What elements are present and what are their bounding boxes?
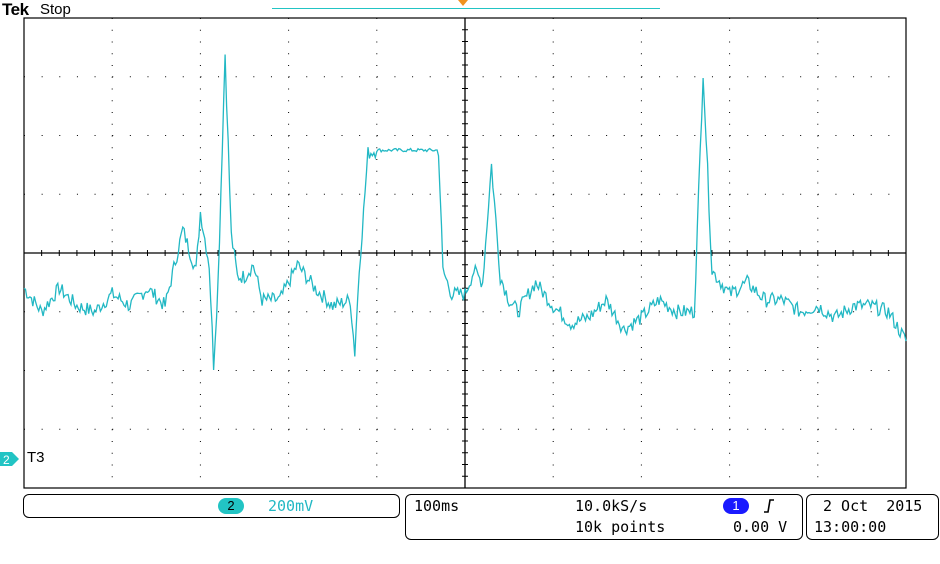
horizontal-readout-box[interactable]	[405, 494, 803, 540]
rising-edge-icon	[764, 499, 774, 513]
brand-logo: Tek	[2, 0, 29, 19]
channel-2-waveform	[23, 54, 907, 371]
channel-2-scale: 200mV	[268, 497, 314, 515]
trigger-level-readout: 0.00 V	[733, 518, 788, 536]
graticule	[23, 17, 907, 489]
acquisition-status: Stop	[40, 1, 71, 18]
channel-marker-label: T3	[27, 449, 45, 466]
time-readout: 13:00:00	[814, 518, 887, 536]
timebase-readout: 100ms	[414, 497, 460, 515]
trigger-position-marker-icon[interactable]	[458, 0, 468, 6]
record-view-bar	[272, 8, 660, 9]
datetime-box	[806, 494, 939, 540]
date-readout: 2 Oct 2015	[823, 497, 923, 515]
sample-rate-readout: 10.0kS/s	[575, 497, 648, 515]
channel-2-ground-marker-icon[interactable]: 2	[0, 450, 20, 468]
channel-2-marker-number: 2	[3, 453, 10, 467]
record-length-readout: 10k points	[575, 518, 666, 536]
trigger-source-badge[interactable]: 1	[723, 498, 749, 514]
channel-readout-box[interactable]	[23, 494, 400, 518]
channel-2-badge[interactable]: 2	[218, 498, 244, 514]
grid-layer	[23, 17, 907, 489]
